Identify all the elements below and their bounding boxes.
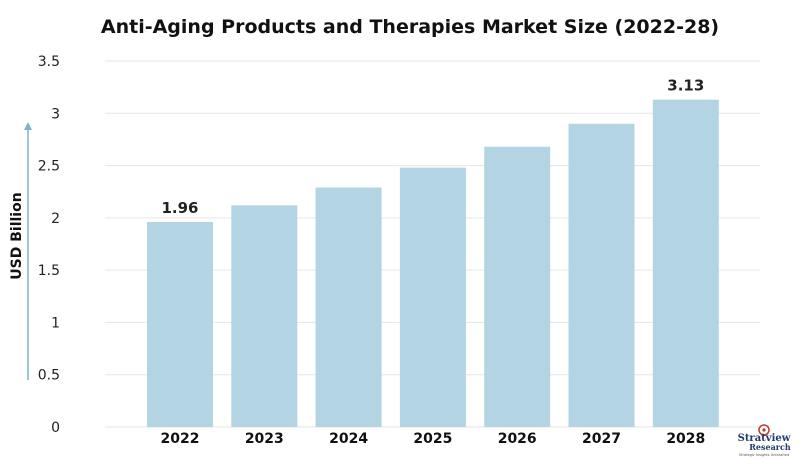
data-label: 1.96 [161,199,198,217]
y-tick-label: 0 [51,420,60,436]
x-tick-label: 2025 [413,431,452,447]
target-icon [758,424,770,436]
x-tick-label: 2026 [498,431,537,447]
logo-tagline: Strategic Insights Unleashed [739,453,789,457]
x-tick-label: 2028 [666,431,705,447]
bar [568,123,635,427]
y-tick-label: 3 [51,106,60,122]
x-tick-label: 2023 [245,431,284,447]
y-axis-ticks: 0 0.5 1 1.5 2 2.5 3 3.5 [38,54,60,436]
data-labels: 1.96 3.13 [161,77,704,217]
x-tick-label: 2022 [161,431,200,447]
y-tick-label: 3.5 [38,54,60,70]
logo-name: Stratview [738,433,791,444]
y-tick-label: 1.5 [38,263,60,279]
y-tick-label: 1 [51,315,60,331]
bar [315,187,382,427]
bar [399,167,466,428]
y-axis-label: USD Billion [9,192,25,279]
x-tick-label: 2027 [582,431,621,447]
stratview-logo: Stratview Research Strategic Insights Un… [738,424,791,457]
bar [147,222,213,427]
y-tick-label: 0.5 [38,368,60,384]
data-label: 3.13 [667,77,704,95]
y-axis-arrow [24,122,32,380]
y-tick-label: 2 [51,211,60,227]
bars [147,99,719,428]
x-axis-ticks: 2022 2023 2024 2025 2026 2027 2028 [161,431,706,447]
chart-title: Anti-Aging Products and Therapies Market… [101,16,719,38]
bar [652,99,719,427]
bar [231,205,298,427]
logo-sub: Research [749,442,791,452]
bar [484,146,551,427]
y-tick-label: 2.5 [38,159,60,175]
x-tick-label: 2024 [329,431,368,447]
